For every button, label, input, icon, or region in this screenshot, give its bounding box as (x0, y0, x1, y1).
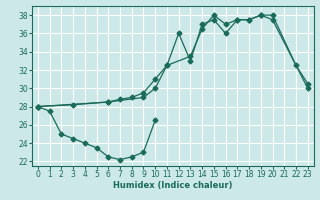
X-axis label: Humidex (Indice chaleur): Humidex (Indice chaleur) (113, 181, 233, 190)
